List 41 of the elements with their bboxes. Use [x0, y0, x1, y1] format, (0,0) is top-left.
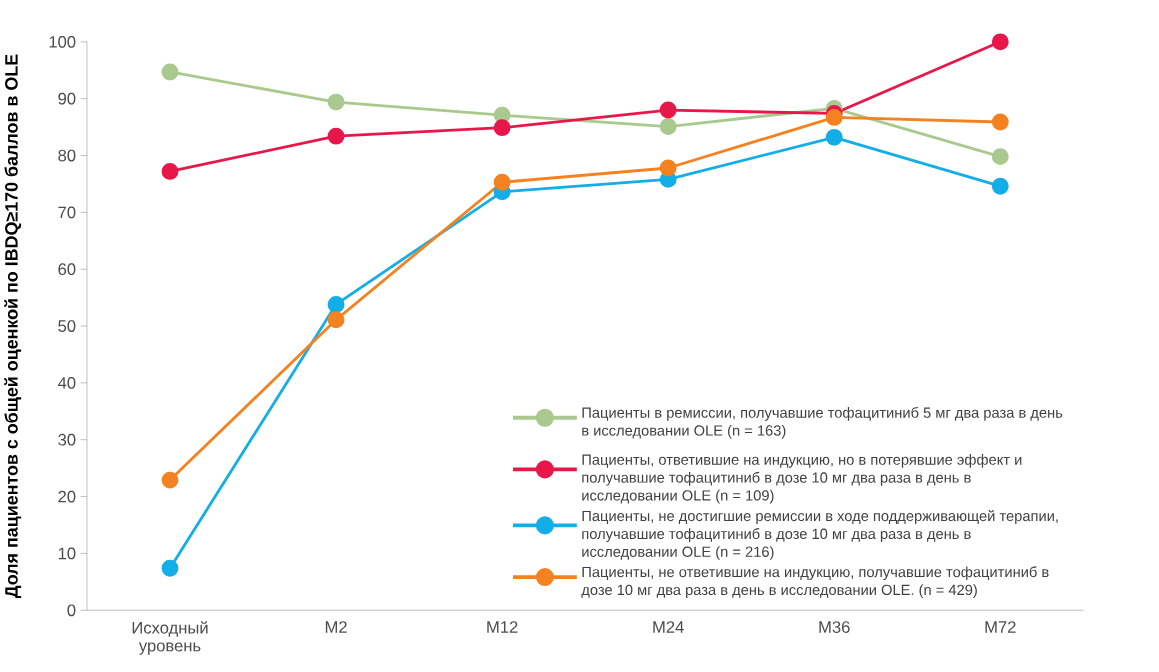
point — [659, 159, 677, 177]
point — [991, 33, 1009, 51]
y-tick-label: 90 — [58, 93, 76, 105]
point — [161, 163, 179, 181]
point — [991, 148, 1009, 166]
y-tick-label: 30 — [58, 434, 76, 446]
point — [659, 101, 677, 119]
y-axis-title: Доля пациентов с общей оценкой по IBDQ≥170 баллов в OLE — [4, 54, 22, 599]
legend-label: Пациенты, не достигшие ремиссии в ходе поддерживающей терапии, получавшие тофацитиниб в дозе 10 мг два раза в день в исследовании OLE (n = 216) — [582, 510, 1058, 561]
point — [161, 471, 179, 489]
point — [327, 296, 345, 314]
y-tick-label: 40 — [57, 377, 76, 389]
y-tick-label: 60 — [58, 263, 76, 276]
x-tick-label: M12 — [487, 621, 518, 633]
point — [991, 177, 1009, 195]
point — [327, 93, 345, 111]
x-tick-label: M24 — [653, 621, 684, 633]
y-tick-label: 70 — [58, 206, 76, 219]
point — [161, 559, 179, 577]
point — [493, 119, 511, 137]
point — [991, 113, 1009, 131]
legend-label: Пациенты, не ответившие на индукцию, получавшие тофацитиниб в дозе 10 мг два раза в день в исследовании OLE. (n = 429) — [581, 566, 1049, 599]
x-tick-label: M72 — [985, 621, 1016, 633]
y-tick-label: 100 — [49, 36, 76, 48]
point — [327, 127, 345, 145]
x-tick-label: M36 — [819, 621, 850, 634]
y-tick-label: 20 — [58, 490, 76, 503]
legend-label: Пациенты, ответившие на индукцию, но в потерявшие эффект и получавшие тофацитиниб в дозе 10 мг два раза в день в исследовании OLE (n = 109) — [582, 454, 1022, 504]
point — [659, 118, 677, 136]
x-tick-label: M2 — [325, 621, 347, 633]
point — [825, 109, 843, 127]
y-tick-label: 10 — [58, 547, 76, 560]
x-tick-label: Исходный уровень — [132, 621, 208, 656]
y-tick-label: 0 — [67, 604, 76, 617]
legend-label: Пациенты в ремиссии, получавшие тофацитиниб 5 мг два раза в день в исследовании OLE (n = 163) — [582, 407, 1063, 439]
point — [161, 63, 179, 81]
y-tick-label: 50 — [58, 320, 76, 333]
point — [825, 129, 843, 146]
y-tick-label: 80 — [58, 149, 76, 162]
point — [327, 311, 345, 329]
point — [493, 174, 511, 191]
